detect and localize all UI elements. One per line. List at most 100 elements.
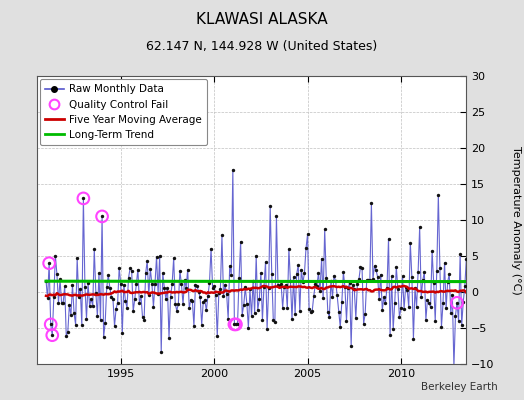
Point [134,266,142,273]
Point [450,364,458,370]
Point [330,272,338,279]
Point [446,310,455,316]
Point [377,271,385,278]
Point [437,324,445,330]
Point [160,285,169,291]
Point [107,294,116,300]
Point [51,252,60,259]
Point [416,224,424,230]
Point [182,284,190,291]
Point [233,321,242,328]
Point [294,262,302,268]
Point [115,264,123,271]
Point [78,322,86,328]
Point [238,312,246,318]
Point [106,285,114,291]
Point [327,278,335,284]
Point [364,277,373,283]
Point [188,298,196,304]
Point [67,312,75,318]
Point [216,286,225,292]
Point [152,253,161,260]
Point [274,282,282,288]
Point [420,269,429,275]
Point [168,280,176,287]
Point [440,260,449,266]
Point [405,304,413,310]
Point [457,322,466,328]
Point [113,300,122,306]
Point [277,281,285,287]
Point [124,275,133,281]
Point [151,280,159,287]
Point [183,266,192,273]
Point [190,322,198,329]
Point [138,314,147,321]
Point [103,284,111,291]
Point [451,312,460,319]
Point [111,323,119,329]
Point [130,296,139,302]
Point [79,195,88,202]
Point [191,282,200,288]
Legend: Raw Monthly Data, Quality Control Fail, Five Year Moving Average, Long-Term Tren: Raw Monthly Data, Quality Control Fail, … [40,79,207,145]
Point [247,313,256,320]
Point [127,267,136,274]
Point [263,326,271,332]
Point [121,298,129,304]
Point [180,277,189,283]
Point [172,308,181,314]
Point [165,334,173,341]
Point [163,284,172,291]
Point [212,292,220,299]
Point [305,306,313,312]
Point [406,240,414,246]
Point [250,310,259,316]
Point [202,307,211,314]
Point [60,283,69,290]
Point [324,308,332,315]
Point [154,290,162,297]
Point [74,294,83,300]
Point [193,283,201,289]
Point [93,313,102,320]
Point [177,281,185,288]
Point [300,270,309,276]
Point [398,273,407,280]
Point [148,280,156,287]
Point [401,284,410,290]
Point [241,284,249,291]
Point [375,296,384,302]
Point [68,282,77,288]
Point [445,271,453,277]
Point [89,303,97,309]
Point [221,282,229,288]
Point [380,294,388,301]
Point [257,270,265,276]
Point [140,316,148,323]
Point [423,296,432,303]
Point [278,304,287,311]
Point [96,317,105,323]
Point [143,258,151,264]
Point [243,300,251,307]
Point [213,333,222,340]
Point [159,270,167,276]
Point [430,280,438,286]
Point [431,318,440,324]
Point [169,255,178,261]
Point [370,263,379,269]
Point [470,278,478,284]
Point [356,264,365,270]
Point [336,324,344,330]
Point [414,269,422,276]
Point [50,294,58,300]
Point [135,300,144,306]
Point [149,304,158,310]
Point [286,278,294,284]
Point [53,271,61,278]
Point [210,283,219,289]
Point [411,284,419,291]
Point [58,300,66,306]
Point [384,236,392,242]
